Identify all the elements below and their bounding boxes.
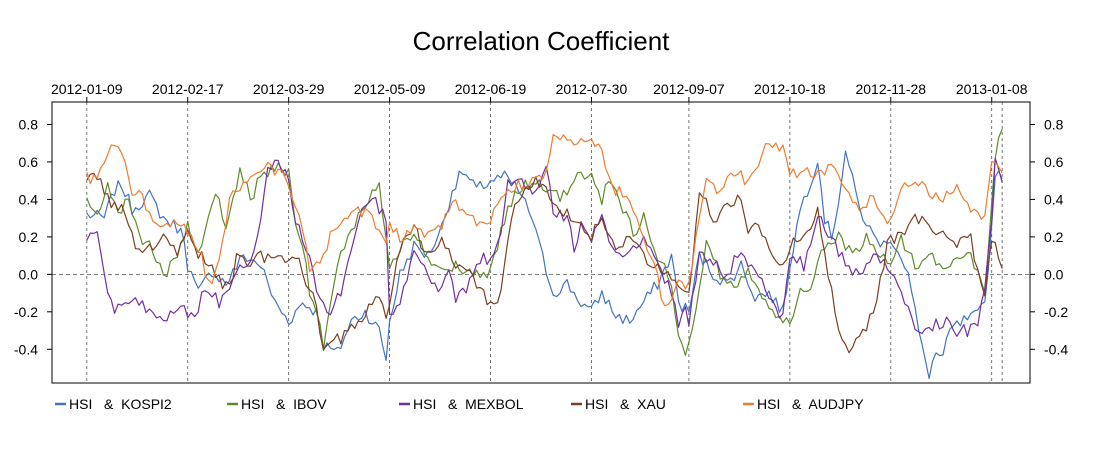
x-tick-label: 2012-11-28 [855, 81, 926, 97]
x-tick-label: 2012-05-09 [354, 81, 426, 97]
y-tick-label-right: 0.2 [1044, 229, 1064, 245]
legend-label: HSI & XAU [585, 396, 666, 412]
series-lines [86, 128, 1003, 380]
legend-label: HSI & IBOV [241, 396, 327, 412]
x-tick-label: 2012-01-09 [51, 81, 123, 97]
y-tick-label-right: 0.6 [1044, 154, 1064, 170]
x-axis-top: 2012-01-09 2012-02-17 2012-03-29 2012-05-09… [51, 81, 1028, 102]
y-tick-label-left: -0.2 [14, 304, 38, 320]
y-tick-label-left: 0.8 [19, 116, 39, 132]
y-tick-label-left: -0.4 [14, 341, 38, 357]
legend-label: HSI & AUDJPY [757, 396, 864, 412]
series-line [86, 172, 1003, 354]
y-tick-label-left: 0.4 [19, 191, 39, 207]
legend-label: HSI & KOSPI2 [69, 396, 172, 412]
x-tick-label: 2013-01-08 [956, 81, 1028, 97]
x-tick-label: 2012-09-07 [653, 81, 725, 97]
y-tick-label-right: 0.0 [1044, 266, 1064, 282]
x-tick-label: 2012-06-19 [455, 81, 527, 97]
y-tick-label-left: 0.0 [19, 266, 39, 282]
legend: HSI & KOSPI2 HSI & IBOV HSI & MEXBOL HSI & … [55, 396, 864, 412]
y-tick-label-right: 0.8 [1044, 116, 1064, 132]
legend-label: HSI & MEXBOL [413, 396, 524, 412]
series-line [86, 134, 1003, 307]
y-tick-label-right: -0.4 [1044, 341, 1068, 357]
series-line [86, 128, 1003, 356]
series-line [86, 157, 1003, 338]
chart-title: Correlation Coefficient [413, 26, 671, 56]
y-tick-label-right: 0.4 [1044, 191, 1064, 207]
y-tick-label-left: 0.2 [19, 229, 39, 245]
x-tick-label: 2012-10-18 [754, 81, 826, 97]
series-line [86, 150, 1003, 380]
plot-frame [51, 101, 1031, 384]
y-tick-label-left: 0.6 [19, 154, 39, 170]
x-tick-label: 2012-03-29 [253, 81, 325, 97]
x-tick-label: 2012-02-17 [152, 81, 224, 97]
y-axis-left: 0.8 0.6 0.4 0.2 0.0 -0.2 -0.4 [14, 116, 52, 357]
x-tick-label: 2012-07-30 [556, 81, 628, 97]
y-axis-right: 0.8 0.6 0.4 0.2 0.0 -0.2 -0.4 [1030, 116, 1068, 357]
y-tick-label-right: -0.2 [1044, 304, 1068, 320]
